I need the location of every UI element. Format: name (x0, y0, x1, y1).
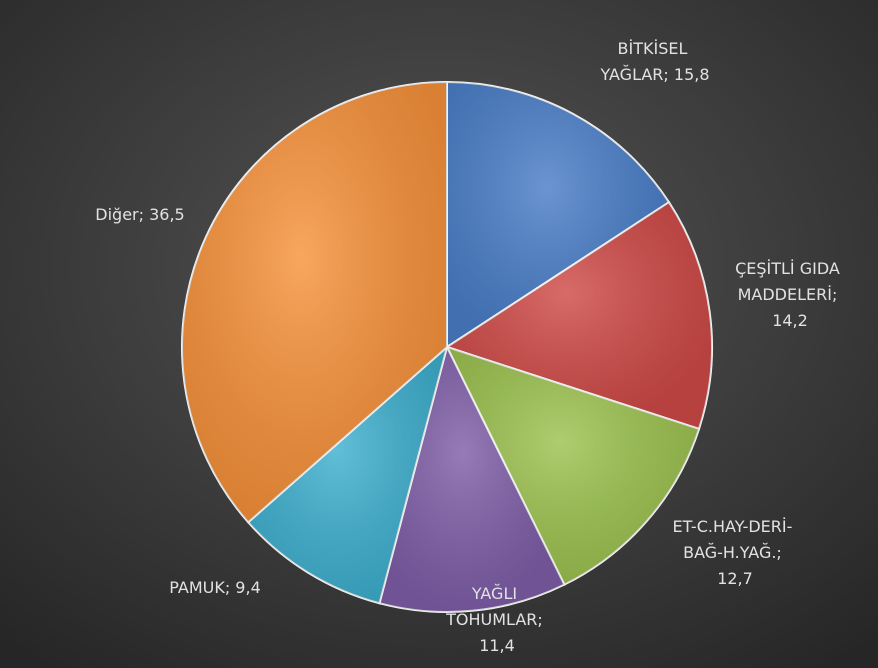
pie (181, 80, 713, 613)
data-label: ÇEŞİTLİ GIDA MADDELERİ; 14,2 (735, 259, 845, 330)
data-label: BİTKİSEL YAĞLAR; 15,8 (599, 39, 709, 84)
data-label: Diğer; 36,5 (95, 205, 184, 224)
data-label: YAĞLI TOHUMLAR; 11,4 (445, 584, 548, 655)
data-label: ET-C.HAY-DERİ- BAĞ-H.YAĞ.; 12,7 (673, 517, 798, 588)
labels: BİTKİSEL YAĞLAR; 15,8 ÇEŞİTLİ GIDA MADDEL… (95, 39, 845, 655)
data-label: PAMUK; 9,4 (169, 578, 261, 597)
